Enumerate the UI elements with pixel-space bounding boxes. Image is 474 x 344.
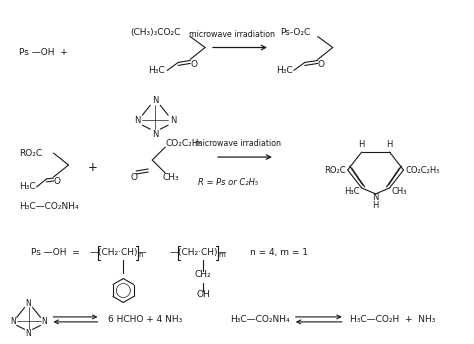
- Text: H: H: [358, 140, 365, 149]
- Text: H: H: [373, 201, 379, 211]
- Text: CH₃: CH₃: [392, 187, 407, 196]
- Text: H₃C: H₃C: [276, 66, 292, 75]
- Text: CO₂C₂H₅: CO₂C₂H₅: [405, 165, 440, 174]
- Text: m: m: [218, 252, 225, 258]
- Text: RO₂C: RO₂C: [18, 149, 42, 158]
- Text: CH₃: CH₃: [162, 173, 179, 182]
- Text: H₃C—CO₂NH₄: H₃C—CO₂NH₄: [18, 202, 78, 211]
- Text: O: O: [190, 61, 197, 69]
- Text: —(CH₂·CH)—: —(CH₂·CH)—: [169, 248, 227, 257]
- Text: Ps-O₂C: Ps-O₂C: [280, 28, 310, 37]
- Text: N: N: [10, 317, 16, 326]
- Text: N: N: [152, 96, 158, 105]
- Text: OH: OH: [196, 290, 210, 299]
- Text: O: O: [318, 61, 325, 69]
- Text: N: N: [26, 299, 31, 308]
- Text: N: N: [152, 130, 158, 139]
- Text: microwave irradiation: microwave irradiation: [189, 30, 275, 39]
- Text: N: N: [170, 116, 176, 125]
- Text: H₃C: H₃C: [148, 66, 165, 75]
- Text: Ps —OH  +: Ps —OH +: [18, 48, 67, 57]
- Text: O: O: [130, 173, 137, 182]
- Text: H: H: [386, 140, 393, 149]
- Text: N: N: [42, 317, 47, 326]
- Text: n = 4, m = 1: n = 4, m = 1: [250, 248, 308, 257]
- Text: N: N: [373, 193, 379, 202]
- Text: RO₂C: RO₂C: [324, 165, 346, 174]
- Text: +: +: [88, 161, 97, 173]
- Text: H₃C: H₃C: [344, 187, 360, 196]
- Text: (CH₃)₃CO₂C: (CH₃)₃CO₂C: [130, 28, 181, 37]
- Text: 6 HCHO + 4 NH₃: 6 HCHO + 4 NH₃: [109, 315, 182, 324]
- Text: microwave irradiation: microwave irradiation: [195, 139, 281, 148]
- Text: H₃C—CO₂H  +  NH₃: H₃C—CO₂H + NH₃: [350, 315, 435, 324]
- Text: H₃C—CO₂NH₄: H₃C—CO₂NH₄: [230, 315, 290, 324]
- Text: N: N: [134, 116, 140, 125]
- Text: N: N: [26, 329, 31, 338]
- Text: O: O: [54, 177, 61, 186]
- Text: CH₂: CH₂: [195, 270, 211, 279]
- Text: Ps —OH  =: Ps —OH =: [31, 248, 80, 257]
- Text: CO₂C₂H₅: CO₂C₂H₅: [165, 139, 202, 148]
- Text: R = Ps or C₂H₅: R = Ps or C₂H₅: [198, 179, 258, 187]
- Text: n: n: [138, 252, 143, 258]
- Text: H₃C: H₃C: [18, 182, 35, 192]
- Text: —(CH₂·CH)—: —(CH₂·CH)—: [90, 248, 147, 257]
